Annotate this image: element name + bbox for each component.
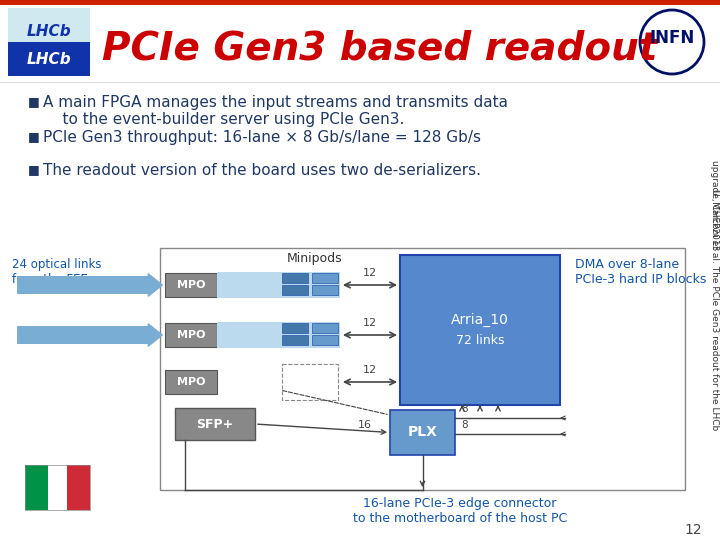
Bar — [312, 323, 338, 333]
Bar — [282, 335, 308, 345]
Text: LHCb: LHCb — [27, 51, 71, 66]
Bar — [48, 465, 67, 510]
Text: PCIe Gen3 based readout: PCIe Gen3 based readout — [102, 29, 657, 67]
Text: ■: ■ — [28, 130, 40, 143]
Text: 8: 8 — [461, 420, 467, 430]
FancyArrowPatch shape — [18, 274, 162, 296]
Text: 12: 12 — [363, 365, 377, 375]
Bar — [25, 465, 90, 510]
Bar — [165, 370, 217, 394]
Bar — [312, 335, 338, 345]
Text: LHCb: LHCb — [27, 24, 71, 39]
FancyArrowPatch shape — [18, 324, 162, 346]
Text: MPO: MPO — [176, 377, 205, 387]
Bar — [400, 255, 560, 405]
Text: 24 optical links
from the FEE: 24 optical links from the FEE — [12, 258, 102, 286]
Text: MPO: MPO — [176, 280, 205, 290]
Text: ■: ■ — [28, 95, 40, 108]
Text: INFN: INFN — [649, 29, 695, 47]
Text: 16: 16 — [358, 421, 372, 430]
Text: PLX: PLX — [408, 426, 438, 440]
Text: 8: 8 — [461, 404, 467, 414]
Bar — [0, 0, 720, 5]
Bar — [312, 273, 338, 283]
Text: Arria_10: Arria_10 — [451, 313, 509, 327]
Text: ■: ■ — [28, 163, 40, 176]
Bar — [217, 272, 340, 298]
Text: upgrade, CHEP2013: upgrade, CHEP2013 — [709, 160, 719, 250]
Bar — [175, 408, 255, 440]
Bar — [25, 465, 48, 510]
Bar — [67, 465, 90, 510]
Text: MPO: MPO — [176, 330, 205, 340]
Bar — [282, 273, 308, 283]
Text: U. Marconi et al. The PCIe Gen3 readout for the LHCb: U. Marconi et al. The PCIe Gen3 readout … — [709, 190, 719, 430]
Bar — [160, 248, 685, 490]
Text: A main FPGA manages the input streams and transmits data
    to the event-builde: A main FPGA manages the input streams an… — [43, 95, 508, 127]
Text: 12: 12 — [363, 318, 377, 328]
Bar — [217, 322, 340, 348]
Bar — [282, 285, 308, 295]
Bar — [390, 410, 455, 455]
Text: Minipods: Minipods — [287, 252, 343, 265]
Text: PCIe Gen3 throughput: 16-lane × 8 Gb/s/lane = 128 Gb/s: PCIe Gen3 throughput: 16-lane × 8 Gb/s/l… — [43, 130, 481, 145]
Bar — [8, 42, 90, 76]
Text: 12: 12 — [684, 523, 702, 537]
Text: 72 links: 72 links — [456, 334, 504, 347]
Text: DMA over 8-lane
PCIe-3 hard IP blocks: DMA over 8-lane PCIe-3 hard IP blocks — [575, 258, 706, 286]
Text: 16-lane PCIe-3 edge connector
to the motherboard of the host PC: 16-lane PCIe-3 edge connector to the mot… — [353, 497, 567, 525]
Bar — [165, 323, 217, 347]
Text: The readout version of the board uses two de-serializers.: The readout version of the board uses tw… — [43, 163, 481, 178]
Bar — [8, 8, 90, 76]
Bar — [282, 323, 308, 333]
Text: SFP+: SFP+ — [197, 417, 233, 430]
Bar — [282, 364, 338, 400]
Bar — [165, 273, 217, 297]
Bar — [312, 285, 338, 295]
Text: 12: 12 — [363, 268, 377, 278]
